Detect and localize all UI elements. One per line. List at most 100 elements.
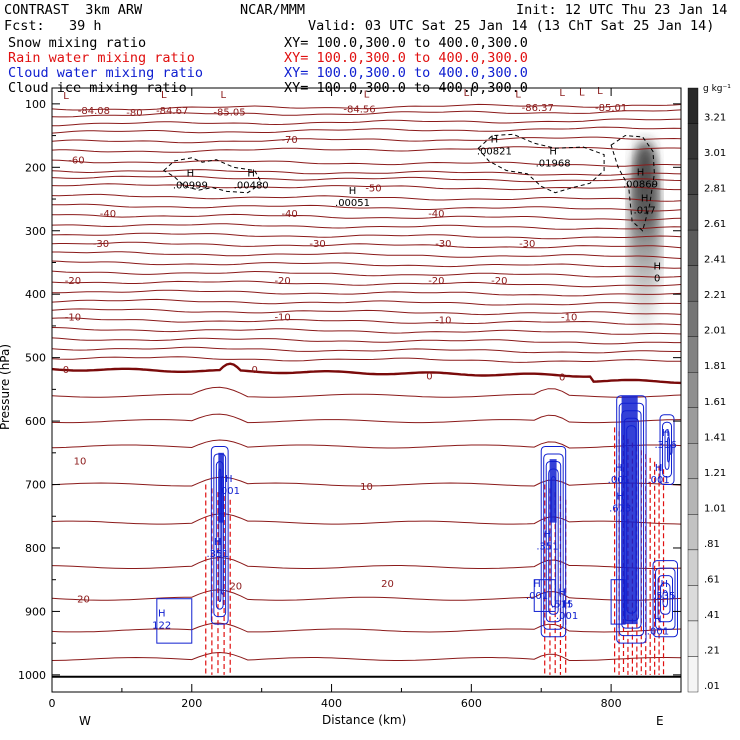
extremum-marker: H (214, 537, 222, 548)
isotherm-label: -30 (93, 239, 109, 250)
cloud-water-contour (652, 560, 679, 638)
x-end-label-east: E (656, 714, 664, 728)
cloud-ice-contour (610, 135, 655, 232)
extremum-marker: L (559, 88, 565, 99)
colorbar-label: 1.01 (704, 503, 726, 514)
colorbar-swatch (687, 158, 699, 195)
cloud-water-contour (533, 579, 556, 612)
isotherm-zero (51, 362, 682, 385)
isotherm-label: -20 (428, 276, 444, 287)
colorbar-swatch (687, 443, 699, 480)
colorbar-label: 2.61 (704, 219, 726, 230)
extremum-marker: L (597, 86, 603, 97)
extremum-marker: L (515, 89, 521, 100)
extremum-value: .316 (654, 440, 676, 451)
colorbar-label: 1.61 (704, 397, 726, 408)
rain-contour-layer (205, 427, 665, 675)
isotherm (51, 260, 682, 269)
cloud-water-contour (664, 429, 670, 471)
extremum-marker: H (637, 167, 645, 178)
isotherm (51, 622, 682, 633)
extremum-marker: H (660, 579, 668, 590)
cloud-water-contour (659, 414, 675, 486)
isotherm (51, 651, 682, 661)
y-tick-label: 900 (25, 605, 46, 618)
isotherm-label: -10 (435, 316, 451, 327)
isotherm-label: -30 (519, 239, 535, 250)
cloud-ice-contour (162, 157, 263, 194)
isotherm-label: -30 (309, 239, 325, 250)
isotherm (51, 556, 682, 569)
colorbar-swatch (687, 194, 699, 231)
extremum-marker: L (579, 87, 585, 98)
cloud-ice-contour-layer (162, 133, 655, 232)
extremum-marker: H (544, 530, 552, 541)
isotherm-label: 0 (251, 365, 257, 376)
colorbar-unit: g kg⁻¹ (703, 84, 731, 94)
extremum-marker: H (563, 599, 571, 610)
extremum-value: .00821 (477, 146, 512, 157)
extremum-marker: L (161, 90, 167, 101)
colorbar-label: .61 (704, 574, 720, 585)
product-title: CONTRAST 3km ARW (4, 2, 143, 18)
extremum-value: .001 (526, 591, 548, 602)
isotherm-label: -20 (274, 276, 290, 287)
isotherm (52, 203, 682, 212)
center-label: NCAR/MMM (240, 2, 306, 18)
extremum-value: .00999 (173, 181, 208, 192)
cloud-water-contour-layer (156, 395, 679, 644)
isotherm (51, 298, 682, 306)
isotherm-label: -84.08 (78, 106, 110, 117)
isotherm (51, 346, 681, 354)
extremum-value: .00869 (623, 179, 658, 190)
forecast-hour: Fcst: 39 h (4, 18, 102, 34)
isotherm-label: -20 (65, 276, 81, 287)
isotherm (51, 337, 681, 345)
isotherm (51, 103, 682, 111)
isotherm-label: -84.67 (156, 106, 188, 117)
colorbar-swatch (687, 229, 699, 266)
y-tick-label: 800 (25, 542, 46, 555)
isotherm-label: 10 (74, 456, 87, 467)
isotherm-label: -50 (365, 184, 381, 195)
extremum-value: .535 (653, 591, 675, 602)
isotherm (51, 175, 682, 183)
y-tick-label: 200 (25, 161, 46, 174)
isotherm (51, 136, 682, 144)
y-tick-label: 400 (25, 288, 46, 301)
extremum-marker: H (549, 146, 557, 157)
isotherm-label: -10 (274, 312, 290, 323)
x-tick-label: 600 (461, 697, 482, 710)
cloud-water-contour (655, 567, 676, 630)
isotherm-label: -85.01 (595, 103, 627, 114)
isotherm (51, 386, 682, 398)
isotherm (51, 223, 682, 230)
y-tick-label: 600 (25, 415, 46, 428)
x-tick-label: 200 (181, 697, 202, 710)
field-label-cloud-water: Cloud water mixing ratio (8, 65, 204, 81)
extremum-marker: H (158, 608, 166, 619)
extremum-marker: H (641, 193, 649, 204)
isotherm (51, 193, 682, 202)
extremum-value: .001 (608, 475, 630, 486)
isotherm-label: -84.56 (343, 104, 375, 115)
isotherm-label: -20 (491, 276, 507, 287)
extremum-value: .001 (647, 627, 669, 638)
x-tick-label: 400 (321, 697, 342, 710)
cloud-water-contour (540, 445, 567, 638)
isotherm (51, 126, 682, 134)
extremum-marker: H (616, 492, 624, 503)
extremum-value: .017 (634, 205, 656, 216)
extremum-marker: H (662, 428, 670, 439)
extremum-marker: L (220, 90, 226, 101)
y-tick-label: 700 (25, 479, 46, 492)
extremum-marker: H (615, 463, 623, 474)
isotherm (51, 159, 682, 167)
colorbar-swatch (687, 514, 699, 551)
isotherm-label: 0 (63, 365, 69, 376)
x-axis-title: Distance (km) (322, 713, 407, 727)
snow-shading-layer (628, 141, 661, 333)
colorbar-swatch (687, 549, 699, 586)
isotherm (51, 118, 682, 127)
cloud-water-core (549, 459, 557, 523)
